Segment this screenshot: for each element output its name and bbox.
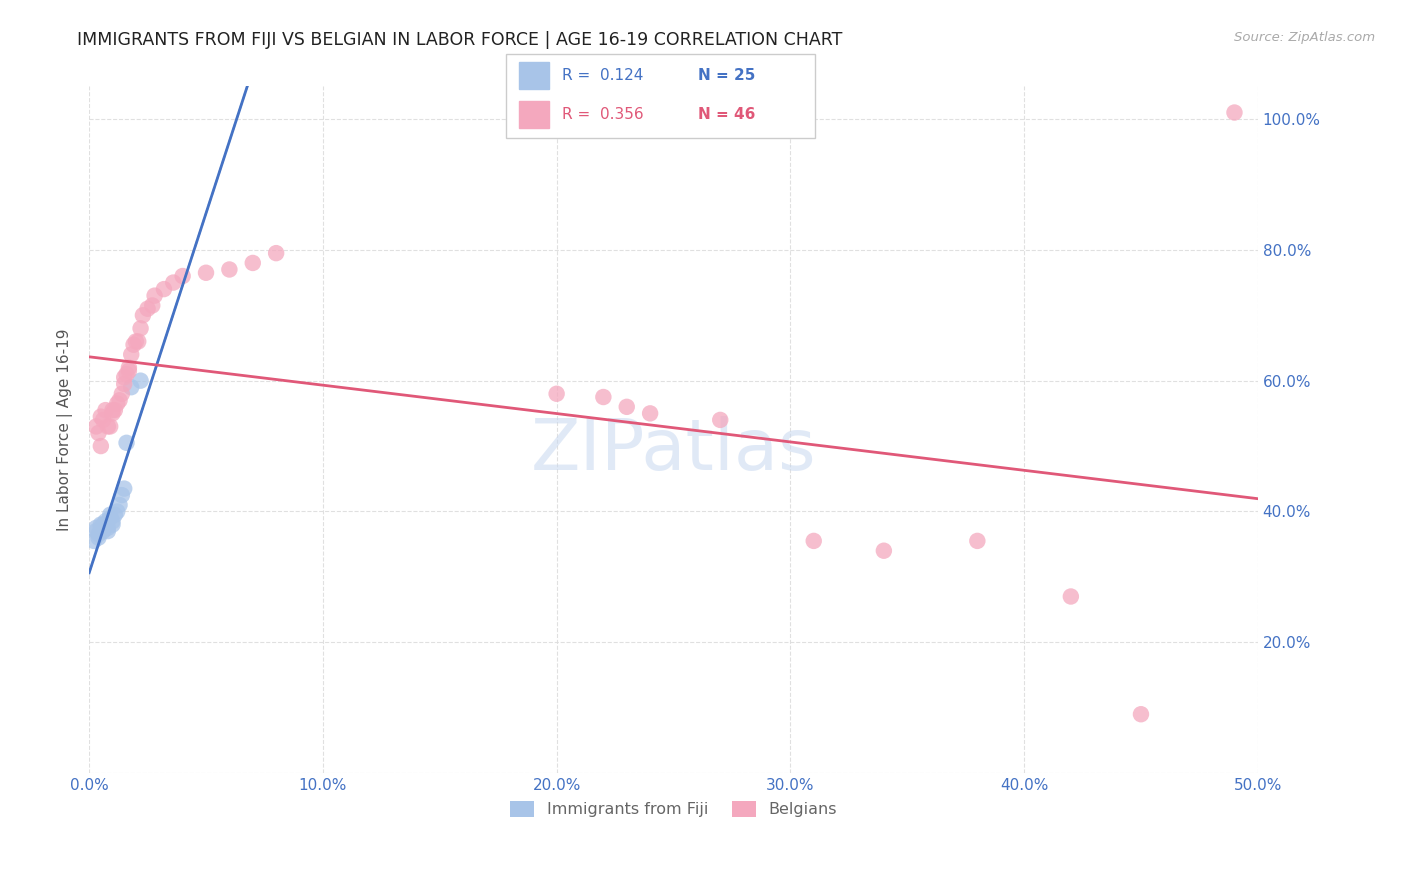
Point [592, 390, 614, 404]
Point [91, 517, 114, 532]
Legend: Immigrants from Fiji, Belgians: Immigrants from Fiji, Belgians [503, 794, 844, 823]
Point [125, 334, 148, 349]
Point [112, 376, 135, 391]
Point [1130, 707, 1153, 722]
Point [101, 406, 124, 420]
Point [546, 386, 568, 401]
Point [616, 400, 638, 414]
Point [101, 403, 124, 417]
Point [97, 521, 120, 535]
Point [91, 524, 114, 538]
Point [101, 517, 124, 532]
Point [84, 521, 107, 535]
Text: N = 25: N = 25 [697, 68, 755, 83]
Point [132, 308, 155, 322]
Point [873, 543, 896, 558]
Point [83, 533, 105, 548]
Point [218, 262, 240, 277]
Point [87, 531, 110, 545]
Point [264, 246, 287, 260]
Point [136, 301, 159, 316]
Point [90, 439, 112, 453]
Text: IMMIGRANTS FROM FIJI VS BELGIAN IN LABOR FORCE | AGE 16-19 CORRELATION CHART: IMMIGRANTS FROM FIJI VS BELGIAN IN LABOR… [77, 31, 842, 49]
Point [1223, 105, 1246, 120]
Text: N = 46: N = 46 [697, 107, 755, 122]
Point [242, 256, 264, 270]
Point [94, 514, 117, 528]
Point [129, 321, 152, 335]
Point [153, 282, 176, 296]
Point [172, 268, 194, 283]
Point [162, 276, 184, 290]
Point [195, 266, 218, 280]
Point [91, 413, 114, 427]
Point [108, 498, 131, 512]
Point [966, 533, 988, 548]
Point [127, 334, 149, 349]
Bar [519, 101, 550, 128]
Point [87, 425, 110, 440]
Point [118, 360, 141, 375]
Point [122, 337, 145, 351]
Point [120, 347, 142, 361]
Point [104, 403, 127, 417]
Point [709, 413, 731, 427]
Point [1060, 590, 1083, 604]
Point [98, 508, 121, 522]
Point [97, 524, 120, 538]
Y-axis label: In Labor Force | Age 16-19: In Labor Force | Age 16-19 [58, 328, 73, 531]
Point [115, 435, 138, 450]
Bar [519, 62, 550, 89]
Point [94, 403, 117, 417]
Text: ZIPatlas: ZIPatlas [530, 416, 817, 485]
Point [97, 419, 120, 434]
Text: R =  0.124: R = 0.124 [562, 68, 643, 83]
Point [141, 298, 163, 312]
Point [120, 380, 142, 394]
Point [143, 288, 166, 302]
Point [101, 514, 124, 528]
Point [94, 517, 117, 532]
Point [638, 406, 661, 420]
Point [87, 527, 110, 541]
Point [108, 393, 131, 408]
Point [90, 517, 112, 532]
Point [112, 482, 135, 496]
Point [111, 386, 134, 401]
Text: Source: ZipAtlas.com: Source: ZipAtlas.com [1234, 31, 1375, 45]
Point [112, 370, 135, 384]
Point [129, 374, 152, 388]
Point [90, 409, 112, 424]
Point [84, 419, 107, 434]
Point [90, 521, 112, 535]
Point [104, 508, 127, 522]
Point [105, 504, 128, 518]
Point [98, 419, 121, 434]
Point [111, 488, 134, 502]
Point [84, 524, 107, 538]
Point [105, 396, 128, 410]
Point [115, 367, 138, 381]
Point [803, 533, 825, 548]
Point [118, 364, 141, 378]
Text: R =  0.356: R = 0.356 [562, 107, 644, 122]
Point [98, 511, 121, 525]
